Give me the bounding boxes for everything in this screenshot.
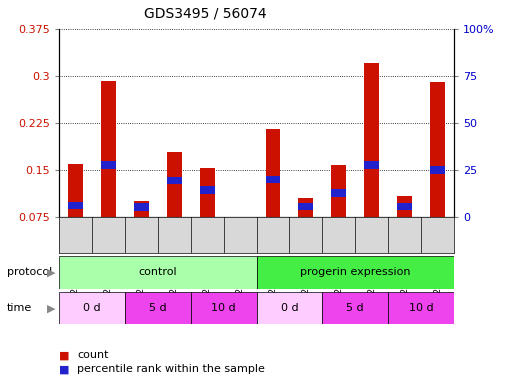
- Bar: [134, 203, 149, 211]
- Text: ▶: ▶: [47, 267, 56, 277]
- Bar: [256, 256, 454, 289]
- Text: ■: ■: [59, 364, 69, 374]
- Text: 10 d: 10 d: [409, 303, 433, 313]
- Bar: [200, 168, 214, 217]
- Bar: [388, 292, 454, 324]
- Bar: [101, 161, 116, 169]
- Bar: [397, 196, 412, 217]
- Text: 0 d: 0 d: [83, 303, 101, 313]
- Text: time: time: [7, 303, 32, 313]
- Bar: [191, 292, 256, 324]
- Text: count: count: [77, 350, 108, 360]
- Bar: [322, 292, 388, 324]
- Bar: [256, 292, 322, 324]
- Text: control: control: [139, 267, 177, 278]
- Bar: [68, 164, 83, 217]
- Text: protocol: protocol: [7, 267, 52, 277]
- Text: 10 d: 10 d: [211, 303, 236, 313]
- Text: percentile rank within the sample: percentile rank within the sample: [77, 364, 265, 374]
- Bar: [200, 186, 214, 194]
- Bar: [266, 129, 281, 217]
- Text: 0 d: 0 d: [281, 303, 298, 313]
- Bar: [167, 177, 182, 184]
- Bar: [59, 256, 256, 289]
- Text: progerin expression: progerin expression: [300, 267, 410, 278]
- Bar: [430, 82, 445, 217]
- Bar: [101, 81, 116, 217]
- Bar: [59, 292, 125, 324]
- Text: ▶: ▶: [47, 303, 56, 313]
- Bar: [299, 198, 313, 217]
- Bar: [266, 175, 281, 183]
- Bar: [331, 165, 346, 217]
- Bar: [125, 292, 191, 324]
- Bar: [331, 189, 346, 197]
- Bar: [430, 166, 445, 174]
- Text: 5 d: 5 d: [346, 303, 364, 313]
- Bar: [364, 161, 379, 169]
- Bar: [299, 202, 313, 210]
- Bar: [364, 63, 379, 217]
- Text: 5 d: 5 d: [149, 303, 167, 313]
- Bar: [397, 202, 412, 210]
- Text: GDS3495 / 56074: GDS3495 / 56074: [144, 6, 267, 20]
- Text: ■: ■: [59, 350, 69, 360]
- Bar: [167, 152, 182, 217]
- Bar: [134, 201, 149, 217]
- Bar: [68, 202, 83, 209]
